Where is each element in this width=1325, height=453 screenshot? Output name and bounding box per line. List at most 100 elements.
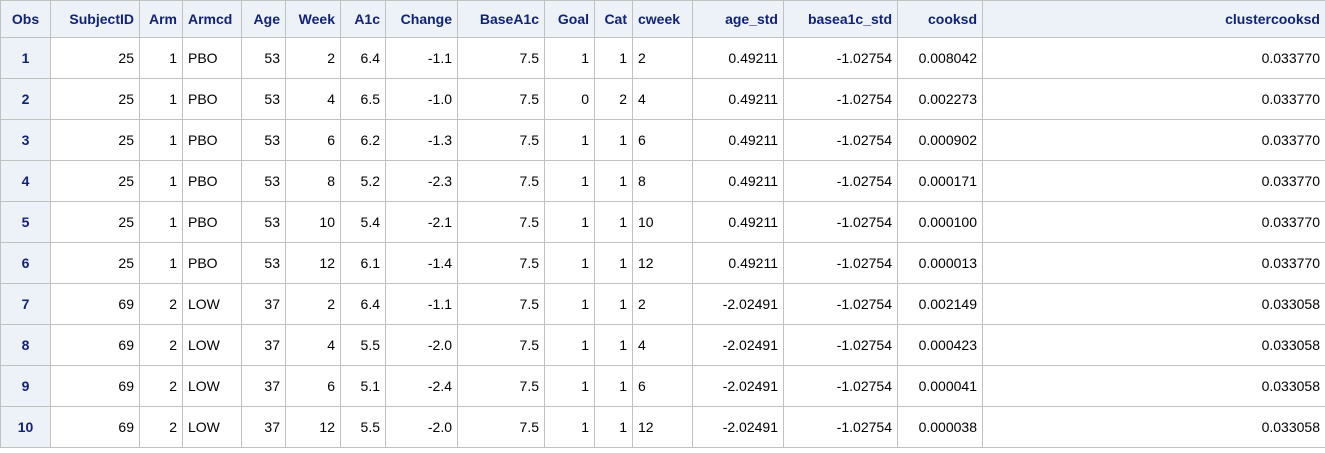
a1c-cell: 5.1	[340, 365, 386, 407]
obs-cell: 6	[0, 242, 51, 284]
armcd-cell: PBO	[182, 242, 242, 284]
arm-cell: 2	[139, 283, 183, 325]
change-cell: -1.4	[385, 242, 458, 284]
basea1c-cell: 7.5	[457, 201, 545, 243]
armcd-cell: LOW	[182, 365, 242, 407]
obs-cell: 4	[0, 160, 51, 202]
column-header-a1c: A1c	[340, 0, 386, 38]
cweek-cell: 10	[632, 201, 693, 243]
basea1c-std-cell: -1.02754	[783, 37, 898, 79]
week-cell: 2	[285, 37, 341, 79]
column-header-subjectid: SubjectID	[50, 0, 140, 38]
obs-cell: 10	[0, 406, 51, 448]
goal-cell: 1	[544, 365, 595, 407]
goal-cell: 0	[544, 78, 595, 120]
age-cell: 37	[241, 365, 286, 407]
arm-cell: 1	[139, 119, 183, 161]
week-cell: 4	[285, 324, 341, 366]
cooksd-cell: 0.000902	[897, 119, 983, 161]
change-cell: -1.1	[385, 37, 458, 79]
table-row: 5 25 1 PBO 53 10 5.4 -2.1 7.5 1 1 10 0.49211 -1.02754…	[0, 201, 1325, 243]
goal-cell: 1	[544, 201, 595, 243]
cooksd-cell: 0.000041	[897, 365, 983, 407]
age-cell: 53	[241, 242, 286, 284]
age-std-cell: 0.49211	[692, 242, 784, 284]
age-std-cell: -2.02491	[692, 365, 784, 407]
obs-cell: 1	[0, 37, 51, 79]
age-cell: 53	[241, 160, 286, 202]
arm-cell: 2	[139, 365, 183, 407]
column-header-week: Week	[285, 0, 341, 38]
change-cell: -2.0	[385, 406, 458, 448]
age-cell: 53	[241, 78, 286, 120]
cweek-cell: 4	[632, 324, 693, 366]
column-header-armcd: Armcd	[182, 0, 242, 38]
armcd-cell: LOW	[182, 283, 242, 325]
basea1c-std-cell: -1.02754	[783, 324, 898, 366]
basea1c-std-cell: -1.02754	[783, 283, 898, 325]
age-std-cell: -2.02491	[692, 283, 784, 325]
armcd-cell: PBO	[182, 78, 242, 120]
obs-cell: 5	[0, 201, 51, 243]
armcd-cell: PBO	[182, 160, 242, 202]
basea1c-cell: 7.5	[457, 242, 545, 284]
basea1c-cell: 7.5	[457, 37, 545, 79]
goal-cell: 1	[544, 324, 595, 366]
cat-cell: 1	[594, 406, 633, 448]
basea1c-cell: 7.5	[457, 365, 545, 407]
age-std-cell: 0.49211	[692, 119, 784, 161]
a1c-cell: 6.5	[340, 78, 386, 120]
basea1c-cell: 7.5	[457, 283, 545, 325]
subjectid-cell: 69	[50, 283, 140, 325]
subjectid-cell: 25	[50, 242, 140, 284]
week-cell: 6	[285, 365, 341, 407]
cat-cell: 1	[594, 242, 633, 284]
basea1c-std-cell: -1.02754	[783, 406, 898, 448]
subjectid-cell: 69	[50, 324, 140, 366]
table-row: 7 69 2 LOW 37 2 6.4 -1.1 7.5 1 1 2 -2.02491 -1.02754 0…	[0, 283, 1325, 325]
week-cell: 8	[285, 160, 341, 202]
clustercooksd-cell: 0.033770	[982, 78, 1325, 120]
cooksd-cell: 0.002273	[897, 78, 983, 120]
week-cell: 12	[285, 406, 341, 448]
obs-cell: 3	[0, 119, 51, 161]
column-header-basea1c-std: basea1c_std	[783, 0, 898, 38]
week-cell: 6	[285, 119, 341, 161]
cat-cell: 1	[594, 365, 633, 407]
clustercooksd-cell: 0.033058	[982, 324, 1325, 366]
column-header-obs: Obs	[0, 0, 51, 38]
clustercooksd-cell: 0.033770	[982, 201, 1325, 243]
cweek-cell: 4	[632, 78, 693, 120]
cooksd-cell: 0.002149	[897, 283, 983, 325]
subjectid-cell: 25	[50, 160, 140, 202]
subjectid-cell: 25	[50, 119, 140, 161]
armcd-cell: PBO	[182, 201, 242, 243]
goal-cell: 1	[544, 160, 595, 202]
cooksd-cell: 0.000013	[897, 242, 983, 284]
goal-cell: 1	[544, 37, 595, 79]
change-cell: -2.3	[385, 160, 458, 202]
table-row: 10 69 2 LOW 37 12 5.5 -2.0 7.5 1 1 12 -2.02491 -1.027…	[0, 406, 1325, 448]
cweek-cell: 2	[632, 283, 693, 325]
basea1c-cell: 7.5	[457, 406, 545, 448]
age-std-cell: 0.49211	[692, 201, 784, 243]
column-header-age-std: age_std	[692, 0, 784, 38]
table-row: 6 25 1 PBO 53 12 6.1 -1.4 7.5 1 1 12 0.49211 -1.02754…	[0, 242, 1325, 284]
arm-cell: 2	[139, 406, 183, 448]
basea1c-std-cell: -1.02754	[783, 242, 898, 284]
age-cell: 53	[241, 119, 286, 161]
arm-cell: 1	[139, 160, 183, 202]
age-std-cell: 0.49211	[692, 160, 784, 202]
a1c-cell: 6.4	[340, 283, 386, 325]
column-header-arm: Arm	[139, 0, 183, 38]
basea1c-std-cell: -1.02754	[783, 119, 898, 161]
basea1c-cell: 7.5	[457, 78, 545, 120]
column-header-clustercooksd: clustercooksd	[982, 0, 1325, 38]
basea1c-cell: 7.5	[457, 119, 545, 161]
a1c-cell: 5.2	[340, 160, 386, 202]
age-std-cell: 0.49211	[692, 78, 784, 120]
cweek-cell: 12	[632, 242, 693, 284]
clustercooksd-cell: 0.033770	[982, 119, 1325, 161]
table-row: 2 25 1 PBO 53 4 6.5 -1.0 7.5 0 2 4 0.49211 -1.02754 0.…	[0, 78, 1325, 120]
